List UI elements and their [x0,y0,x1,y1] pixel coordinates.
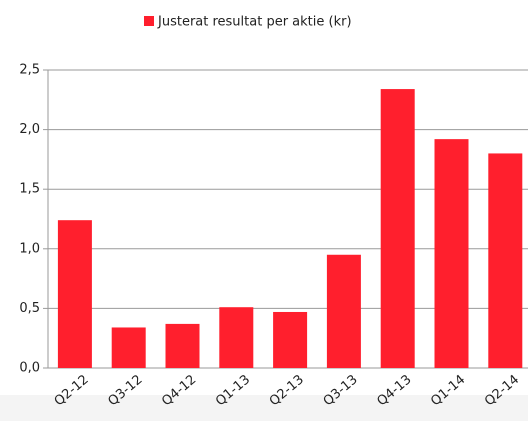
y-tick-label: 1,5 [19,182,40,197]
y-tick-label: 1,0 [19,241,40,256]
bar [219,307,254,368]
bar [57,220,92,368]
bar [326,254,361,368]
legend-swatch [144,16,154,26]
bar [273,311,308,368]
legend-label: Justerat resultat per aktie (kr) [157,15,352,30]
bar [488,153,523,368]
bar [111,327,146,368]
bar [165,323,200,368]
bar [380,89,415,369]
footer-band [0,395,528,421]
y-tick-label: 2,5 [19,63,40,78]
y-tick-label: 0,0 [19,361,40,376]
bar [434,139,469,368]
y-tick-label: 2,0 [19,122,40,137]
y-tick-label: 0,5 [19,301,40,316]
